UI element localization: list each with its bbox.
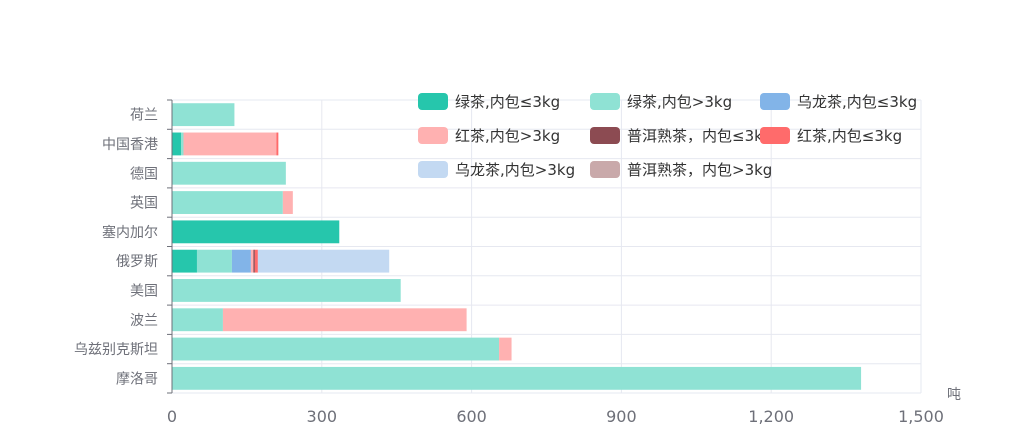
legend-swatch <box>760 93 790 110</box>
bar-segment <box>253 249 255 273</box>
bars <box>172 103 862 390</box>
legend-swatch <box>418 161 448 178</box>
legend-label: 绿茶,内包>3kg <box>627 93 732 111</box>
legend-swatch <box>418 93 448 110</box>
bar-segment <box>257 249 390 273</box>
bar-segment <box>222 308 467 332</box>
bar-segment <box>276 132 279 156</box>
y-tick-label: 摩洛哥 <box>116 370 158 387</box>
bar-segment <box>172 132 181 156</box>
legend-swatch <box>418 127 448 144</box>
x-tick-label: 1,500 <box>898 407 944 426</box>
bar-segment <box>282 191 293 214</box>
y-tick-label: 乌兹别克斯坦 <box>74 342 158 358</box>
bar-segment <box>499 337 512 361</box>
y-tick-label: 英国 <box>130 195 158 212</box>
y-tick-label: 塞内加尔 <box>102 224 158 241</box>
x-axis-unit-label: 吨 <box>947 387 961 403</box>
bar-segment <box>172 249 197 273</box>
legend-swatch <box>760 127 790 144</box>
bar-segment <box>172 103 235 127</box>
bar-segment <box>172 337 500 361</box>
legend-swatch <box>590 93 620 110</box>
bar-segment <box>172 308 223 332</box>
bar-segment <box>231 249 251 273</box>
bar-segment <box>183 132 277 156</box>
legend-label: 乌龙茶,内包≤3kg <box>797 93 917 111</box>
legend-swatch <box>590 127 620 144</box>
bar-segment <box>254 249 258 273</box>
y-tick-label: 荷兰 <box>130 108 158 124</box>
legend-label: 红茶,内包≤3kg <box>797 127 902 145</box>
y-tick-label: 美国 <box>130 283 158 299</box>
bar-segment <box>180 132 184 156</box>
y-tick-label: 中国香港 <box>102 137 158 153</box>
bar-segment <box>172 161 286 185</box>
x-tick-label: 600 <box>456 407 487 426</box>
legend-label: 绿茶,内包≤3kg <box>455 93 560 111</box>
y-tick-label: 德国 <box>130 166 158 182</box>
bar-segment <box>172 366 862 390</box>
bar-segment <box>172 191 283 214</box>
x-tick-label: 300 <box>307 407 338 426</box>
x-tick-label: 1,200 <box>748 407 794 426</box>
legend-label: 普洱熟茶，内包≤3kg <box>627 127 772 145</box>
legend-label: 红茶,内包>3kg <box>455 127 560 145</box>
bar-segment <box>196 249 232 273</box>
bar-segment <box>172 279 401 302</box>
legend: 绿茶,内包≤3kg 绿茶,内包>3kg 乌龙茶,内包≤3kg 红茶,内包>3kg 普洱熟… <box>418 93 917 179</box>
legend-swatch <box>590 161 620 178</box>
legend-label: 乌龙茶,内包>3kg <box>455 161 575 179</box>
y-tick-label: 波兰 <box>130 313 158 329</box>
x-tick-label: 900 <box>606 407 637 426</box>
x-tick-label: 0 <box>167 407 177 426</box>
y-tick-label: 俄罗斯 <box>116 254 158 270</box>
bar-segment <box>250 249 254 273</box>
bar-segment <box>172 220 340 244</box>
legend-label: 普洱熟茶，内包>3kg <box>627 161 772 179</box>
